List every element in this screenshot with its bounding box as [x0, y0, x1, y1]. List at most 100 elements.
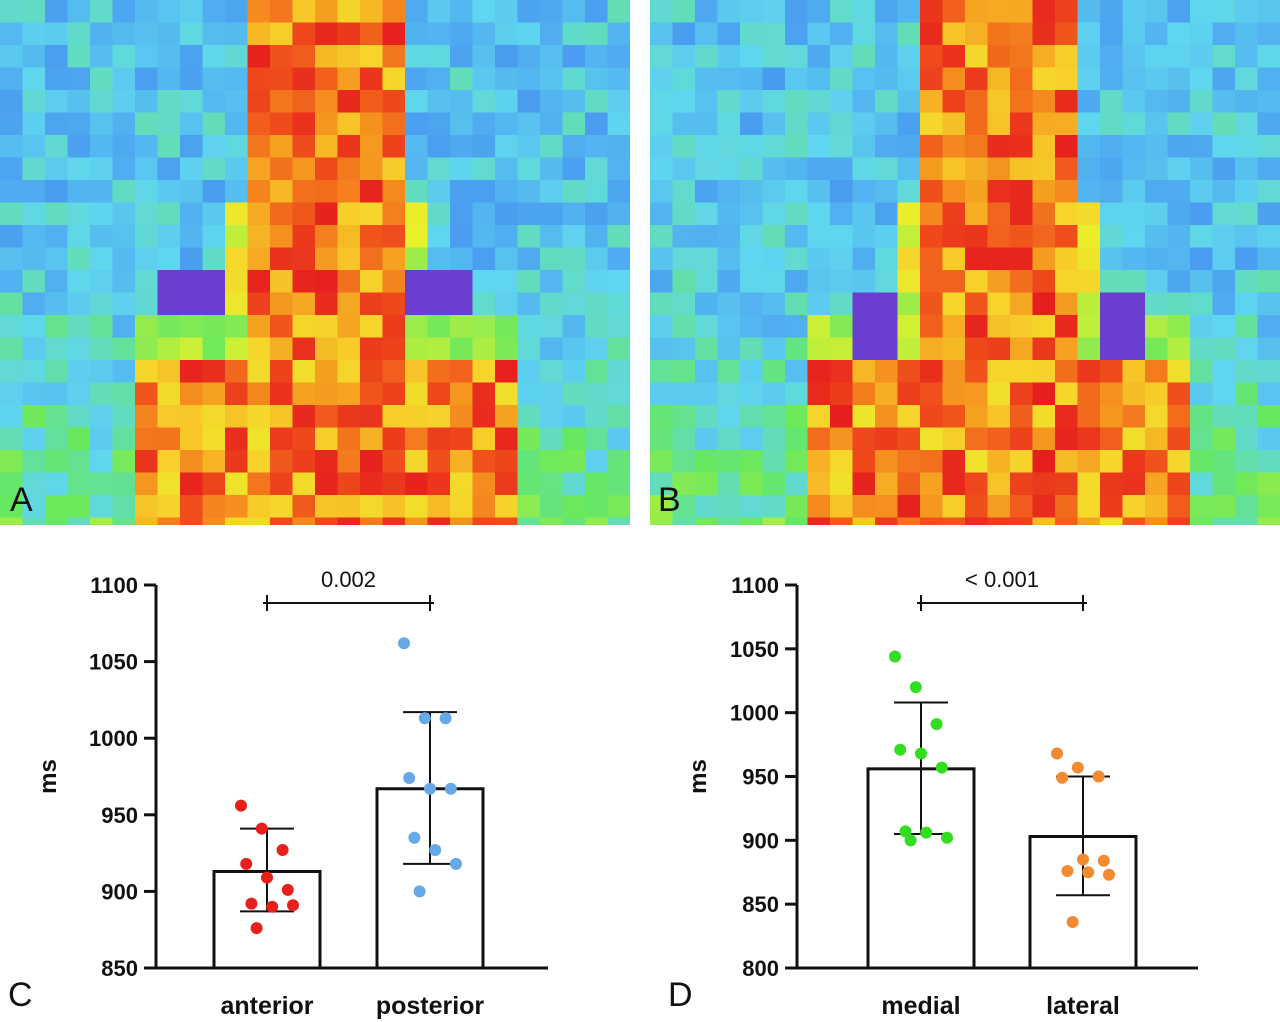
heatmap-cell: [672, 180, 696, 204]
heatmap-cell: [672, 0, 696, 24]
heatmap-cell: [1100, 427, 1124, 451]
heatmap-cell: [45, 360, 69, 384]
heatmap-cell: [1190, 405, 1214, 429]
heatmap-cell: [607, 360, 630, 384]
heatmap-cell: [225, 472, 249, 496]
heatmap-cell: [717, 472, 741, 496]
heatmap-cell: [1167, 360, 1191, 384]
heatmap-cell: [1122, 337, 1146, 361]
data-point-anterior: [235, 799, 247, 812]
heatmap-cell: [45, 112, 69, 136]
heatmap-cell: [90, 450, 114, 474]
heatmap-cell: [90, 202, 114, 226]
heatmap-cell: [292, 517, 316, 525]
heatmap-cell: [1122, 450, 1146, 474]
y-axis-label: ms: [35, 759, 62, 794]
heatmap-cell: [942, 180, 966, 204]
heatmap-cell: [90, 270, 114, 294]
heatmap-cell: [1145, 517, 1169, 525]
y-tick-label: 1000: [89, 726, 138, 751]
heatmap-cell: [157, 495, 181, 519]
heatmap-cell: [472, 67, 496, 91]
heatmap-cell: [135, 450, 159, 474]
heatmap-cell: [472, 22, 496, 46]
heatmap-cell: [225, 360, 249, 384]
heatmap-cell: [90, 472, 114, 496]
heatmap-cell: [920, 202, 944, 226]
heatmap-cell: [897, 112, 921, 136]
heatmap-cell: [585, 405, 609, 429]
heatmap-cell: [607, 517, 630, 525]
heatmap-cell: [1077, 360, 1101, 384]
heatmap-cell: [987, 67, 1011, 91]
heatmap-cell: [1190, 382, 1214, 406]
heatmap-cell: [1122, 382, 1146, 406]
heatmap-cell: [1167, 225, 1191, 249]
heatmap-cell: [337, 517, 361, 525]
heatmap-cell: [67, 382, 91, 406]
data-point-lateral: [1082, 866, 1095, 879]
heatmap-cell: [1032, 247, 1056, 271]
heatmap-cell: [672, 337, 696, 361]
data-point-lateral: [1097, 854, 1110, 867]
heatmap-cell: [202, 112, 226, 136]
heatmap-cell: [875, 22, 899, 46]
heatmap-cell: [427, 450, 451, 474]
heatmap-cell: [807, 472, 831, 496]
heatmap-cell: [1122, 67, 1146, 91]
heatmap-cell: [875, 0, 899, 24]
heatmap-cell: [270, 405, 294, 429]
heatmap-cell: [135, 135, 159, 159]
heatmap-cell: [1100, 450, 1124, 474]
heatmap-cell: [852, 517, 876, 525]
heatmap-cell: [495, 382, 519, 406]
heatmap-cell: [1077, 450, 1101, 474]
heatmap-cell: [517, 157, 541, 181]
heatmap-cell: [382, 90, 406, 114]
heatmap-cell: [337, 382, 361, 406]
heatmap-cell: [427, 270, 451, 294]
heatmap-cell: [225, 517, 249, 525]
heatmap-cell: [247, 450, 271, 474]
heatmap-cell: [1212, 157, 1236, 181]
heatmap-cell: [405, 270, 429, 294]
heatmap-cell: [180, 450, 204, 474]
heatmap-cell: [1010, 90, 1034, 114]
heatmap-cell: [562, 315, 586, 339]
heatmap-cell: [607, 202, 630, 226]
heatmap-cell: [112, 495, 136, 519]
heatmap-cell: [852, 337, 876, 361]
heatmap-cell: [965, 180, 989, 204]
heatmap-cell: [1100, 22, 1124, 46]
heatmap-cell: [762, 382, 786, 406]
heatmap-cell: [1100, 180, 1124, 204]
heatmap-cell: [517, 202, 541, 226]
heatmap-cell: [157, 45, 181, 69]
heatmap-cell: [315, 22, 339, 46]
heatmap-cell: [517, 225, 541, 249]
heatmap-cell: [90, 517, 114, 525]
heatmap-cell: [270, 135, 294, 159]
heatmap-cell: [785, 67, 809, 91]
heatmap-cell: [1122, 202, 1146, 226]
heatmap-cell: [717, 90, 741, 114]
heatmap-cell: [1010, 157, 1034, 181]
heatmap-cell: [965, 0, 989, 24]
heatmap-cell: [920, 180, 944, 204]
heatmap-cell: [495, 0, 519, 24]
heatmap-cell: [472, 472, 496, 496]
heatmap-cell: [1122, 405, 1146, 429]
heatmap-cell: [875, 247, 899, 271]
heatmap-cell: [90, 315, 114, 339]
heatmap-cell: [1190, 360, 1214, 384]
heatmap-cell: [920, 90, 944, 114]
heatmap-cell: [920, 495, 944, 519]
heatmap-cell: [112, 45, 136, 69]
heatmap-cell: [1235, 315, 1259, 339]
heatmap-cell: [1167, 112, 1191, 136]
heatmap-cell: [1100, 247, 1124, 271]
heatmap-cell: [450, 450, 474, 474]
heatmap-cell: [1077, 382, 1101, 406]
heatmap-cell: [90, 90, 114, 114]
heatmap-cell: [1257, 90, 1280, 114]
